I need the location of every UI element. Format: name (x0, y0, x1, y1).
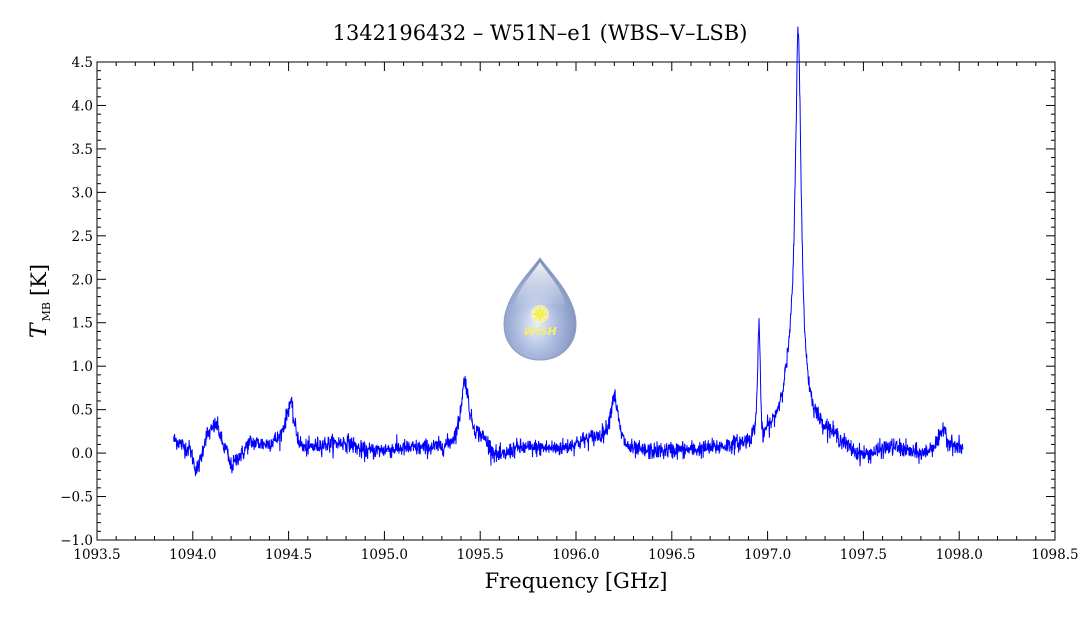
y-tick-label: −1.0 (60, 533, 93, 549)
y-tick-label: 3.0 (72, 185, 93, 201)
x-tick-label: 1093.5 (73, 547, 120, 563)
svg-text:TMB[K]: TMB [K] (27, 264, 53, 338)
wish-logo: WISH (503, 257, 577, 361)
chart-title: 1342196432 – W51N–e1 (WBS–V–LSB) (333, 21, 748, 45)
y-tick-label: 0.0 (72, 446, 93, 462)
x-tick-label: 1094.0 (169, 547, 216, 563)
x-tick-label: 1096.0 (552, 547, 599, 563)
x-tick-label: 1097.5 (840, 547, 887, 563)
x-tick-label: 1097.0 (744, 547, 791, 563)
x-tick-label: 1095.5 (457, 547, 504, 563)
x-tick-label: 1094.5 (265, 547, 312, 563)
y-tick-label: 1.5 (72, 316, 93, 332)
y-tick-label: −0.5 (60, 490, 93, 506)
y-tick-label: 4.0 (72, 98, 93, 114)
y-axis-unit: [K] (27, 264, 51, 296)
y-axis-subscript: MB (40, 302, 53, 321)
x-tick-label: 1096.5 (648, 547, 695, 563)
spectrum-series-line (173, 26, 964, 477)
x-tick-label: 1098.0 (936, 547, 983, 563)
plot-frame (96, 61, 1056, 541)
y-tick-label: 0.5 (72, 403, 93, 419)
x-tick-labels: 1093.5 1094.0 1094.5 1095.0 1095.5 1096.0 1096… (73, 547, 1078, 563)
y-tick-label: 2.0 (72, 272, 93, 288)
star-icon (531, 305, 549, 323)
y-tick-label: 2.5 (72, 229, 93, 245)
x-axis-label: Frequency [GHz] (485, 569, 668, 593)
y-tick-label: 1.0 (72, 359, 93, 375)
y-tick-label: 3.5 (72, 142, 93, 158)
y-tick-label: 4.5 (72, 55, 93, 71)
y-axis-label: TMB [K] (27, 264, 53, 338)
x-tick-label: 1095.0 (361, 547, 408, 563)
y-axis-symbol: T (27, 321, 52, 338)
x-tick-label: 1098.5 (1031, 547, 1078, 563)
axis-ticks (96, 61, 1056, 541)
y-tick-labels: −1.0 −0.5 0.0 0.5 1.0 1.5 2.0 2.5 3.0 3.5 4.0 4.5 (60, 55, 93, 549)
logo-text: WISH (523, 325, 556, 338)
